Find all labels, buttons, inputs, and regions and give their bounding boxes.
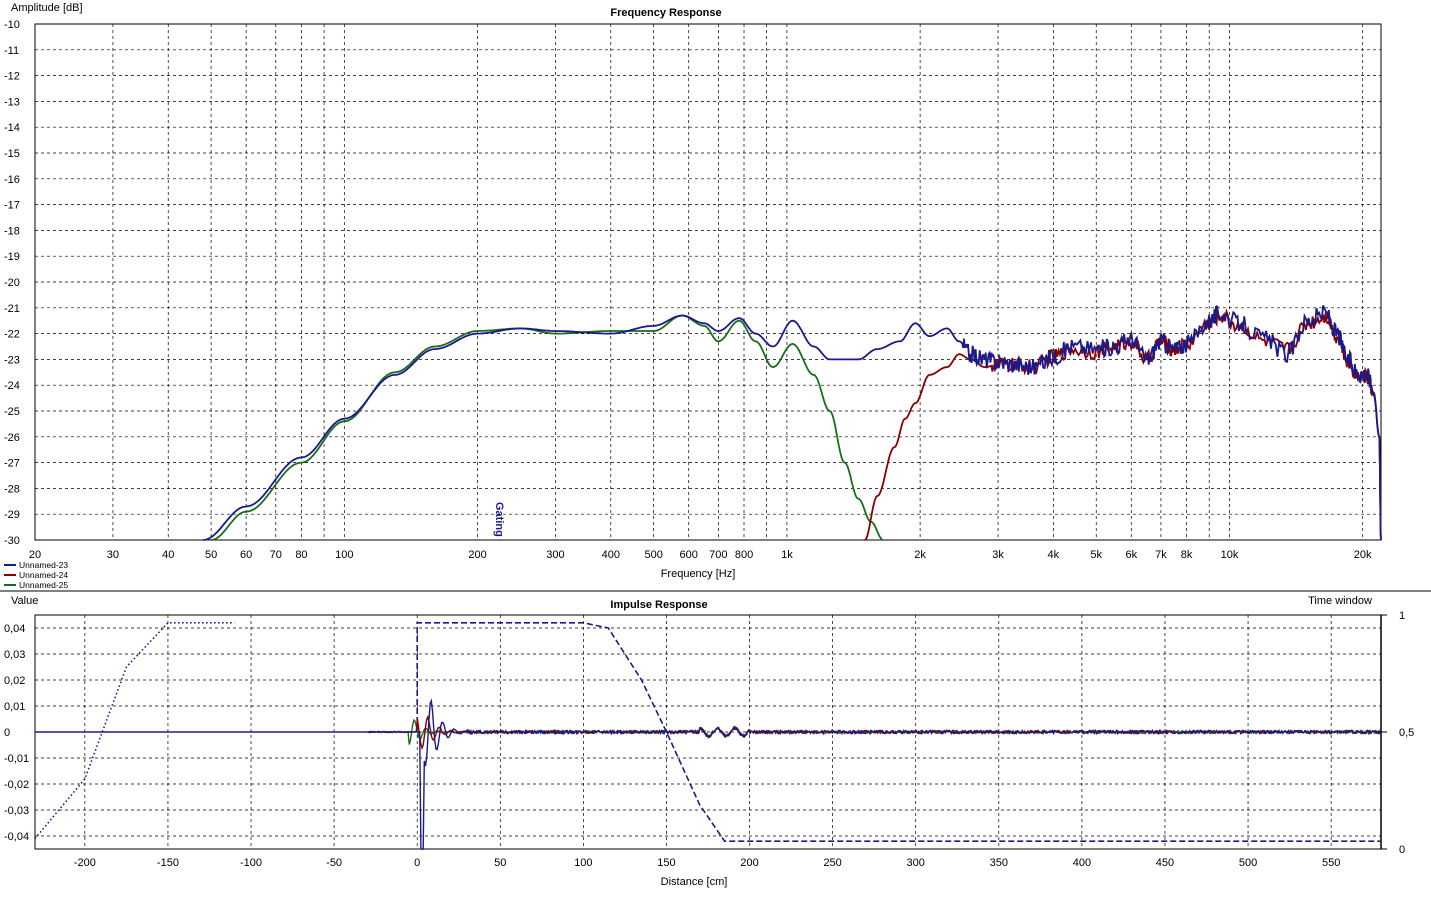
fr-y-tick-label: -26: [4, 432, 20, 444]
fr-y-tick-label: -28: [4, 483, 20, 495]
fr-x-tick-label: 1k: [781, 549, 793, 561]
fr-x-tick-label: 70: [270, 549, 282, 561]
ir-y-tick-label: 0,04: [4, 623, 25, 635]
fr-y-tick-label: -12: [4, 71, 20, 83]
fr-x-tick-label: 700: [709, 549, 727, 561]
time-window-dotted[interactable]: [34, 622, 235, 840]
fr-y-tick-label: -10: [4, 19, 20, 31]
ir-x-tick-label: 0: [414, 857, 420, 869]
ir-x-tick-label: 300: [907, 857, 925, 869]
ir-y-tick-label: -0,04: [4, 831, 29, 843]
fr-x-tick-label: 80: [295, 549, 307, 561]
ir-y-tick-label: -0,02: [4, 779, 29, 791]
fr-y-tick-label: -13: [4, 96, 20, 108]
fr-title: Frequency Response: [610, 7, 721, 19]
fr-series-unnamed-25: [210, 314, 884, 541]
fr-grid: -10 -11 -12 -13 -14 -15 -16 -17 -18 -19 -20 -21 -22 -…: [4, 19, 1382, 561]
time-window-dashed[interactable]: [416, 622, 1381, 842]
ir-x-tick-label: 50: [494, 857, 506, 869]
ir-ylabel: Value: [11, 595, 38, 607]
fr-x-tick-label: 20: [29, 549, 41, 561]
fr-x-tick-label: 500: [644, 549, 662, 561]
fr-x-tick-label: 800: [735, 549, 753, 561]
ir-y2label: Time window: [1308, 595, 1372, 607]
ir-x-tick-label: 450: [1156, 857, 1174, 869]
ir-x-tick-label: 500: [1239, 857, 1257, 869]
fr-x-tick-label: 7k: [1155, 549, 1167, 561]
ir-y-tick-label: 0,03: [4, 649, 25, 661]
fr-y-tick-label: -27: [4, 458, 20, 470]
ir-x-tick-label: 250: [823, 857, 841, 869]
fr-x-tick-label: 40: [162, 549, 174, 561]
fr-x-tick-label: 10k: [1221, 549, 1239, 561]
fr-series-unnamed-23: [203, 305, 1382, 541]
fr-y-tick-label: -29: [4, 509, 20, 521]
ir-x-tick-label: 150: [657, 857, 675, 869]
ir-grid: 0,04 0,03 0,02 0,01 0 -0,01 -0,02 -0,03 -0,04 -20…: [4, 610, 1414, 869]
fr-x-tick-label: 3k: [992, 549, 1004, 561]
fr-x-tick-label: 20k: [1354, 549, 1372, 561]
fr-x-tick-label: 30: [107, 549, 119, 561]
fr-x-tick-label: 8k: [1181, 549, 1193, 561]
fr-y-tick-label: -19: [4, 251, 20, 263]
fr-y-tick-label: -30: [4, 535, 20, 547]
fr-x-tick-label: 6k: [1125, 549, 1137, 561]
ir-y-tick-label: 0,02: [4, 675, 25, 687]
fr-y-tick-label: -24: [4, 380, 20, 392]
ir-y2-tick-label: 1: [1399, 610, 1405, 622]
ir-x-tick-label: -50: [326, 857, 342, 869]
ir-y-tick-label: 0,01: [4, 701, 25, 713]
ir-x-tick-label: 200: [740, 857, 758, 869]
fr-x-tick-label: 300: [546, 549, 564, 561]
fr-y-tick-label: -23: [4, 354, 20, 366]
fr-y-tick-label: -15: [4, 148, 20, 160]
ir-x-tick-label: 400: [1073, 857, 1091, 869]
fr-y-tick-label: -11: [4, 45, 19, 57]
ir-y-tick-label: -0,01: [4, 753, 29, 765]
legend-entry[interactable]: Unnamed-24: [19, 570, 68, 580]
ir-x-tick-label: 350: [990, 857, 1008, 869]
fr-y-tick-label: -25: [4, 406, 20, 418]
fr-series-group: [203, 305, 1382, 541]
ir-series-unnamed-23: [366, 698, 1382, 851]
fr-y-tick-label: -16: [4, 174, 20, 186]
ir-y-tick-label: 0: [4, 727, 10, 739]
fr-x-tick-label: 100: [335, 549, 353, 561]
legend-entry[interactable]: Unnamed-25: [19, 580, 68, 590]
fr-ylabel: Amplitude [dB]: [11, 2, 83, 14]
fr-xlabel: Frequency [Hz]: [661, 568, 736, 580]
ir-x-tick-label: 100: [574, 857, 592, 869]
ir-y-tick-label: -0,03: [4, 805, 29, 817]
ir-x-tick-label: 550: [1322, 857, 1340, 869]
ir-x-tick-label: -200: [74, 857, 96, 869]
ir-y2-tick-label: 0: [1399, 844, 1405, 856]
ir-x-tick-label: -150: [157, 857, 179, 869]
fr-x-tick-label: 60: [240, 549, 252, 561]
fr-y-tick-label: -17: [4, 200, 20, 212]
ir-series-group: [34, 622, 1382, 851]
fr-y-tick-label: -14: [4, 122, 20, 134]
fr-x-tick-label: 2k: [914, 549, 926, 561]
fr-x-tick-label: 50: [205, 549, 217, 561]
ir-x-tick-label: -100: [240, 857, 262, 869]
legend-entry[interactable]: Unnamed-23: [19, 560, 68, 570]
ir-title: Impulse Response: [610, 599, 707, 611]
fr-x-tick-label: 200: [468, 549, 486, 561]
fr-series-unnamed-24: [864, 308, 1382, 541]
fr-x-tick-label: 400: [602, 549, 620, 561]
fr-x-tick-label: 5k: [1090, 549, 1102, 561]
ir-xlabel: Distance [cm]: [661, 876, 728, 888]
fr-y-tick-label: -21: [4, 303, 20, 315]
fr-y-tick-label: -22: [4, 329, 20, 341]
fr-y-tick-label: -18: [4, 225, 20, 237]
fr-x-tick-label: 4k: [1048, 549, 1060, 561]
fr-x-tick-label: 600: [680, 549, 698, 561]
gating-marker-label[interactable]: Gating: [493, 502, 505, 537]
ir-y2-tick-label: 0,5: [1399, 727, 1414, 739]
fr-y-tick-label: -20: [4, 277, 20, 289]
